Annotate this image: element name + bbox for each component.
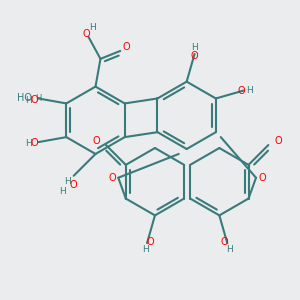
Text: O: O	[258, 173, 266, 183]
Text: O: O	[238, 85, 245, 96]
Text: H: H	[191, 44, 198, 52]
Text: O: O	[122, 42, 130, 52]
Text: O: O	[146, 237, 154, 247]
Text: H: H	[246, 86, 253, 95]
Text: H: H	[59, 187, 66, 196]
Text: O: O	[274, 136, 282, 146]
Text: O: O	[109, 173, 116, 183]
Text: H: H	[142, 244, 148, 253]
Text: H: H	[36, 94, 42, 103]
Text: O: O	[92, 136, 100, 146]
Text: H: H	[89, 22, 96, 32]
Text: O: O	[31, 138, 38, 148]
Text: O: O	[31, 95, 38, 106]
Text: H: H	[25, 96, 32, 105]
Text: HO: HO	[17, 94, 32, 103]
Text: O: O	[220, 237, 228, 247]
Text: H: H	[25, 139, 32, 148]
Text: O: O	[191, 51, 198, 61]
Text: O: O	[70, 180, 77, 190]
Text: O: O	[83, 29, 90, 39]
Text: H: H	[64, 177, 71, 186]
Text: H: H	[226, 244, 232, 253]
